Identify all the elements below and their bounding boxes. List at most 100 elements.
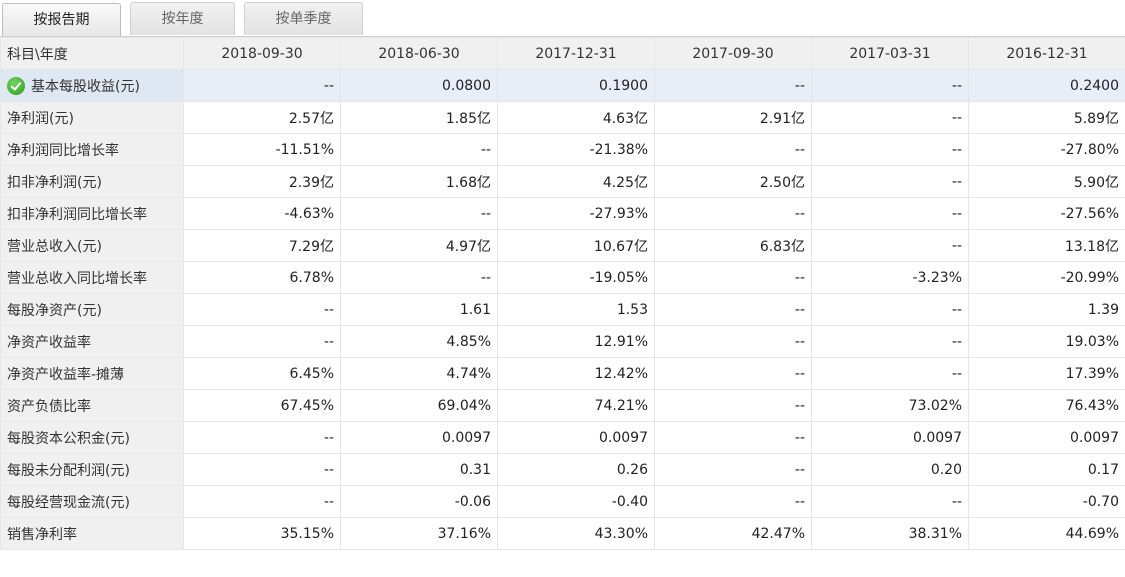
table-cell: 0.0097 bbox=[811, 421, 969, 454]
table-cell: 2.91亿 bbox=[654, 101, 812, 134]
table-cell: -- bbox=[183, 485, 341, 518]
table-cell: -- bbox=[654, 485, 812, 518]
table-cell: 12.91% bbox=[497, 325, 655, 358]
table-row: 每股资本公积金(元) -- 0.0097 0.0097 -- 0.0097 0.0097 bbox=[0, 421, 1125, 454]
table-cell: 0.0097 bbox=[968, 421, 1125, 454]
row-label-text: 销售净利率 bbox=[7, 526, 77, 543]
table-cell: -- bbox=[811, 357, 969, 390]
tab-by-report-period[interactable]: 按报告期 bbox=[2, 3, 121, 37]
table-cell: -- bbox=[340, 261, 498, 294]
table-cell: -19.05% bbox=[497, 261, 655, 294]
table-cell: 42.47% bbox=[654, 517, 812, 550]
table-row: 每股经营现金流(元) -- -0.06 -0.40 -- -- -0.70 bbox=[0, 485, 1125, 518]
column-header: 2018-09-30 bbox=[183, 37, 341, 70]
table-cell: -27.56% bbox=[968, 197, 1125, 230]
table-cell: 2.39亿 bbox=[183, 165, 341, 198]
table-cell: 0.17 bbox=[968, 453, 1125, 486]
table-cell: 0.26 bbox=[497, 453, 655, 486]
table-cell: -- bbox=[654, 261, 812, 294]
row-label-text: 营业总收入(元) bbox=[7, 238, 102, 255]
column-header: 2016-12-31 bbox=[968, 37, 1125, 70]
table-cell: 44.69% bbox=[968, 517, 1125, 550]
table-cell: 5.90亿 bbox=[968, 165, 1125, 198]
table-row: 净利润(元) 2.57亿 1.85亿 4.63亿 2.91亿 -- 5.89亿 bbox=[0, 101, 1125, 134]
table-cell: -27.80% bbox=[968, 133, 1125, 166]
column-header: 2018-06-30 bbox=[340, 37, 498, 70]
row-label: 净利润同比增长率 bbox=[0, 133, 184, 166]
row-label: 每股未分配利润(元) bbox=[0, 453, 184, 486]
row-label: 扣非净利润同比增长率 bbox=[0, 197, 184, 230]
table-row: 每股未分配利润(元) -- 0.31 0.26 -- 0.20 0.17 bbox=[0, 453, 1125, 486]
table-cell: -27.93% bbox=[497, 197, 655, 230]
table-cell: 6.83亿 bbox=[654, 229, 812, 262]
table-cell: 1.39 bbox=[968, 293, 1125, 326]
tab-by-quarter[interactable]: 按单季度 bbox=[244, 2, 363, 35]
row-label-text: 净资产收益率-摊薄 bbox=[7, 366, 125, 383]
table-cell: -- bbox=[654, 293, 812, 326]
table-cell: 67.45% bbox=[183, 389, 341, 422]
table-cell: -- bbox=[811, 293, 969, 326]
table-cell: 43.30% bbox=[497, 517, 655, 550]
table-cell: 4.63亿 bbox=[497, 101, 655, 134]
row-label-text: 资产负债比率 bbox=[7, 398, 91, 415]
row-label: 净利润(元) bbox=[0, 101, 184, 134]
table-row: 净资产收益率 -- 4.85% 12.91% -- -- 19.03% bbox=[0, 325, 1125, 358]
table-cell: -4.63% bbox=[183, 197, 341, 230]
table-cell: -- bbox=[811, 197, 969, 230]
table-cell: 7.29亿 bbox=[183, 229, 341, 262]
row-label: 每股经营现金流(元) bbox=[0, 485, 184, 518]
row-label: 扣非净利润(元) bbox=[0, 165, 184, 198]
column-header: 2017-09-30 bbox=[654, 37, 812, 70]
row-label-text: 扣非净利润同比增长率 bbox=[7, 206, 147, 223]
table-cell: 74.21% bbox=[497, 389, 655, 422]
table-row: 资产负债比率 67.45% 69.04% 74.21% -- 73.02% 76.43% bbox=[0, 389, 1125, 422]
row-label-text: 扣非净利润(元) bbox=[7, 174, 102, 191]
table-cell: 0.31 bbox=[340, 453, 498, 486]
table-cell: 1.61 bbox=[340, 293, 498, 326]
row-label-text: 净利润(元) bbox=[7, 110, 74, 127]
table-cell: -- bbox=[811, 229, 969, 262]
table-row: 扣非净利润同比增长率 -4.63% -- -27.93% -- -- -27.56% bbox=[0, 197, 1125, 230]
table-cell: 17.39% bbox=[968, 357, 1125, 390]
table-cell: 0.0800 bbox=[340, 69, 498, 102]
table-cell: -- bbox=[654, 453, 812, 486]
table-cell: -11.51% bbox=[183, 133, 341, 166]
tab-by-year[interactable]: 按年度 bbox=[130, 2, 235, 35]
table-cell: -- bbox=[811, 165, 969, 198]
table-cell: 0.0097 bbox=[497, 421, 655, 454]
row-label-text: 每股资本公积金(元) bbox=[7, 430, 130, 447]
table-cell: -3.23% bbox=[811, 261, 969, 294]
tabs-divider bbox=[0, 36, 1125, 37]
table-cell: 0.2400 bbox=[968, 69, 1125, 102]
table-cell: -- bbox=[654, 69, 812, 102]
table-row: 营业总收入(元) 7.29亿 4.97亿 10.67亿 6.83亿 -- 13.18亿 bbox=[0, 229, 1125, 262]
table-cell: 69.04% bbox=[340, 389, 498, 422]
table-row: 营业总收入同比增长率 6.78% -- -19.05% -- -3.23% -20.99% bbox=[0, 261, 1125, 294]
row-label: 基本每股收益(元) bbox=[0, 69, 184, 102]
row-label-text: 净利润同比增长率 bbox=[7, 142, 119, 159]
table-cell: 0.1900 bbox=[497, 69, 655, 102]
table-cell: -- bbox=[183, 453, 341, 486]
financial-indicators-table: 科目\年度 2018-09-30 2018-06-30 2017-12-31 2… bbox=[0, 37, 1125, 550]
table-cell: 1.53 bbox=[497, 293, 655, 326]
check-icon bbox=[7, 76, 25, 95]
row-label: 净资产收益率 bbox=[0, 325, 184, 358]
table-cell: -0.06 bbox=[340, 485, 498, 518]
table-cell: -0.40 bbox=[497, 485, 655, 518]
table-cell: 2.57亿 bbox=[183, 101, 341, 134]
table-cell: -- bbox=[654, 197, 812, 230]
table-cell: 38.31% bbox=[811, 517, 969, 550]
table-cell: 13.18亿 bbox=[968, 229, 1125, 262]
table-cell: 35.15% bbox=[183, 517, 341, 550]
table-cell: -- bbox=[811, 133, 969, 166]
table-row: 净资产收益率-摊薄 6.45% 4.74% 12.42% -- -- 17.39% bbox=[0, 357, 1125, 390]
row-label-text: 营业总收入同比增长率 bbox=[7, 270, 147, 287]
table-cell: -- bbox=[654, 133, 812, 166]
column-header: 2017-12-31 bbox=[497, 37, 655, 70]
table-cell: 19.03% bbox=[968, 325, 1125, 358]
row-label: 销售净利率 bbox=[0, 517, 184, 550]
row-label: 资产负债比率 bbox=[0, 389, 184, 422]
row-label: 每股净资产(元) bbox=[0, 293, 184, 326]
table-cell: 6.45% bbox=[183, 357, 341, 390]
table-cell: 4.74% bbox=[340, 357, 498, 390]
